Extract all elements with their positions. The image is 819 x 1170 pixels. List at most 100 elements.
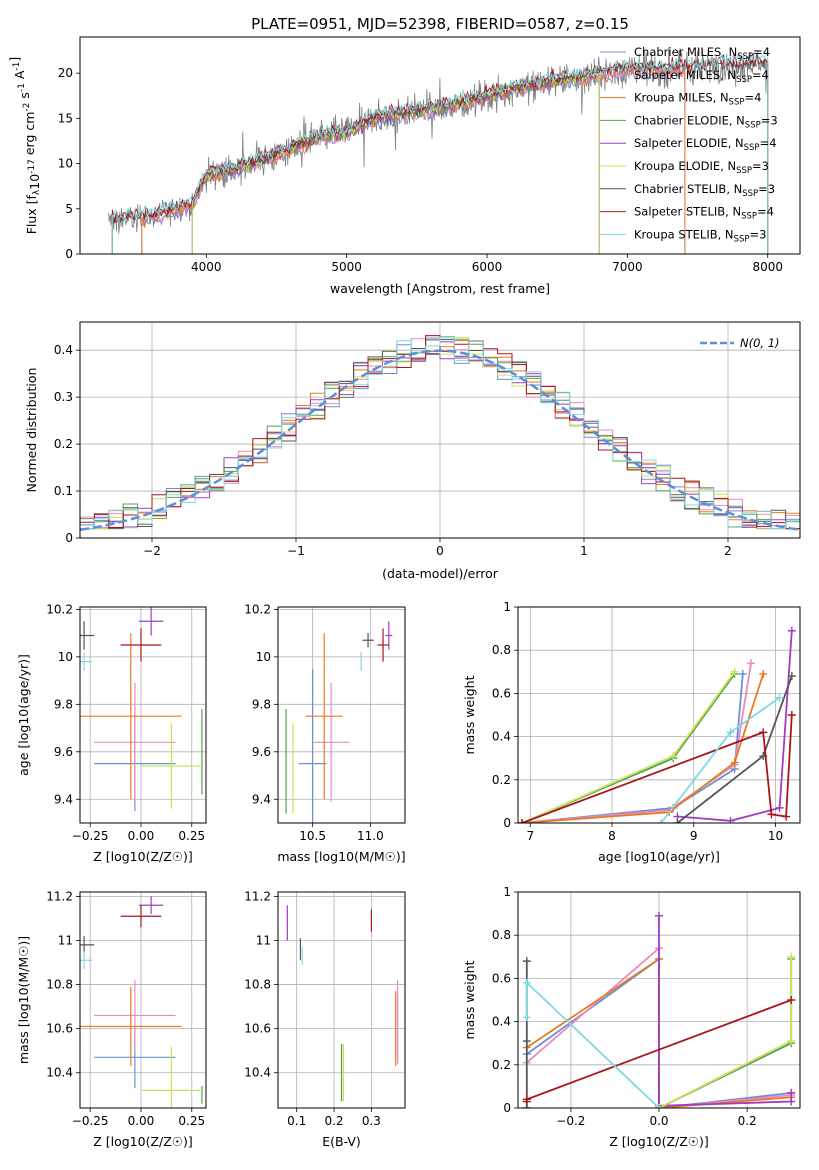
x-tick-label: 0.25 <box>178 1114 205 1128</box>
axes-frame <box>79 36 801 255</box>
weight-line <box>677 630 793 822</box>
y-axis-label: Flux [fλ10-17 erg cm-2 s-1 A-1] <box>7 57 42 235</box>
x-axis-label: E(B-V) <box>322 1134 361 1149</box>
y-tick-label: 0.3 <box>54 390 73 404</box>
errorbar-chabrier-stelib <box>362 633 374 648</box>
weight-marker <box>738 669 747 678</box>
y-axis-label: mass weight <box>462 960 477 1039</box>
x-tick-label: 8000 <box>752 260 783 274</box>
axes-frame <box>517 606 801 824</box>
y-tick-label: 0.2 <box>54 437 73 451</box>
weight-marker <box>522 1037 531 1046</box>
axes-frame <box>79 891 207 1109</box>
weight-series-kroupa-elodie <box>518 667 739 823</box>
x-tick-label: 0 <box>436 544 444 558</box>
weight-marker <box>730 758 739 767</box>
legend-label: Salpeter MILES, NSSP=4 <box>634 68 769 85</box>
y-tick-label: 15 <box>58 111 73 125</box>
x-tick-label: 4000 <box>191 260 222 274</box>
panel-weight-vs-z: −0.2 0.0 0.2 0 0.2 0.4 0.6 0.8 1 Z [log10(Z/Z☉)] m… <box>462 885 801 1149</box>
x-axis-label: Z [log10(Z/Z☉)] <box>609 1134 709 1149</box>
model-line-chabrier-stelib <box>111 53 769 254</box>
y-tick-label: 0 <box>65 247 73 261</box>
x-tick-label: 7 <box>526 829 534 843</box>
y-tick-label: 0 <box>503 816 511 830</box>
hist-step-kroupa-stelib <box>80 336 800 538</box>
legend-label: Salpeter ELODIE, NSSP=4 <box>634 136 777 153</box>
weight-marker <box>655 911 663 920</box>
y-tick-label: 11 <box>58 933 73 947</box>
x-tick-label: 1 <box>580 544 588 558</box>
legend-label: Salpeter STELIB, NSSP=4 <box>634 205 774 222</box>
x-axis-label: wavelength [Angstrom, rest frame] <box>330 281 550 296</box>
weight-line <box>658 956 793 1108</box>
y-tick-label: 1 <box>503 600 511 614</box>
errorbar-kroupa-miles <box>80 633 182 800</box>
legend-label: Chabrier STELIB, NSSP=3 <box>634 182 775 199</box>
y-tick-label: 10.6 <box>244 1022 271 1036</box>
plot-area-mass-vs-z <box>80 896 203 1108</box>
errorbar-salpeter-stelib <box>120 628 162 662</box>
weight-line <box>676 675 793 823</box>
errorbar-kroupa-miles <box>305 633 343 800</box>
weight-marker <box>522 1095 531 1104</box>
y-tick-label: 10 <box>58 650 73 664</box>
y-tick-label: 11.2 <box>244 889 271 903</box>
errorbar-salpeter-stelib <box>377 628 389 662</box>
weight-line <box>521 671 736 823</box>
weight-marker <box>657 819 666 823</box>
y-tick-label: 0.4 <box>54 343 73 357</box>
errorbar-salpeter-elodie <box>138 607 164 636</box>
y-tick-label: 11 <box>256 933 271 947</box>
plot-area-weight-vs-z <box>522 911 796 1108</box>
y-tick-label: 10.4 <box>244 1066 271 1080</box>
x-tick-label: 0.00 <box>128 829 155 843</box>
weight-marker <box>673 819 682 823</box>
x-tick-label: 5000 <box>331 260 362 274</box>
weight-series-salpeter-stelib <box>522 996 796 1106</box>
weight-marker <box>775 803 784 812</box>
errorbar-kroupa-elodie <box>140 723 202 809</box>
y-tick-label: 9.6 <box>54 745 73 759</box>
weight-marker <box>767 810 776 819</box>
x-axis-label: Z [log10(Z/Z☉)] <box>93 849 193 864</box>
weight-series-salpeter-elodie <box>673 626 796 823</box>
x-tick-label: 11.0 <box>357 829 384 843</box>
plot-area-weight-vs-age <box>518 626 796 823</box>
y-tick-label: 20 <box>58 66 73 80</box>
legend-spectrum: Chabrier MILES, NSSP=4 Salpeter MILES, NS… <box>600 45 778 244</box>
y-tick-label: 10 <box>58 157 73 171</box>
y-tick-label: 5 <box>65 202 73 216</box>
y-tick-label: 10.2 <box>46 602 73 616</box>
errorbar-chabrier-stelib <box>80 621 95 650</box>
legend-label: Chabrier ELODIE, NSSP=3 <box>634 113 778 130</box>
y-tick-label: 0.6 <box>492 971 511 985</box>
y-tick-label: 10.4 <box>46 1066 73 1080</box>
y-tick-label: 0.4 <box>492 730 511 744</box>
y-tick-label: 0.1 <box>54 484 73 498</box>
plot-area-age-vs-z <box>80 607 203 812</box>
panel-mass-vs-z: −0.25 0.00 0.25 10.4 10.6 10.8 11 11.2 Z [log10(… <box>16 889 207 1149</box>
weight-marker <box>655 1104 663 1108</box>
weight-marker <box>669 752 678 761</box>
x-tick-label: −0.25 <box>72 829 109 843</box>
y-tick-label: 1 <box>503 885 511 899</box>
weight-line <box>522 673 744 823</box>
weight-marker <box>787 952 796 961</box>
weight-marker <box>782 812 791 821</box>
weight-marker <box>518 819 527 823</box>
weight-series-kroupa-stelib <box>522 978 663 1108</box>
x-tick-label: 0.0 <box>649 1114 668 1128</box>
x-tick-label: 10.5 <box>299 829 326 843</box>
errorbar-salpeter-miles <box>312 682 350 802</box>
weight-series-salpeter-elodie <box>655 911 796 1108</box>
y-tick-label: 0 <box>65 531 73 545</box>
figure-title: PLATE=0951, MJD=52398, FIBERID=0587, z=0… <box>251 15 629 33</box>
errorbar-kroupa-elodie <box>140 1046 202 1108</box>
x-tick-label: −0.25 <box>72 1114 109 1128</box>
weight-series-kroupa-stelib <box>657 693 784 823</box>
model-line-salpeter-stelib <box>111 54 769 254</box>
plot-area-residuals <box>80 335 800 538</box>
y-tick-label: 0.6 <box>492 686 511 700</box>
x-tick-label: −0.2 <box>556 1114 585 1128</box>
